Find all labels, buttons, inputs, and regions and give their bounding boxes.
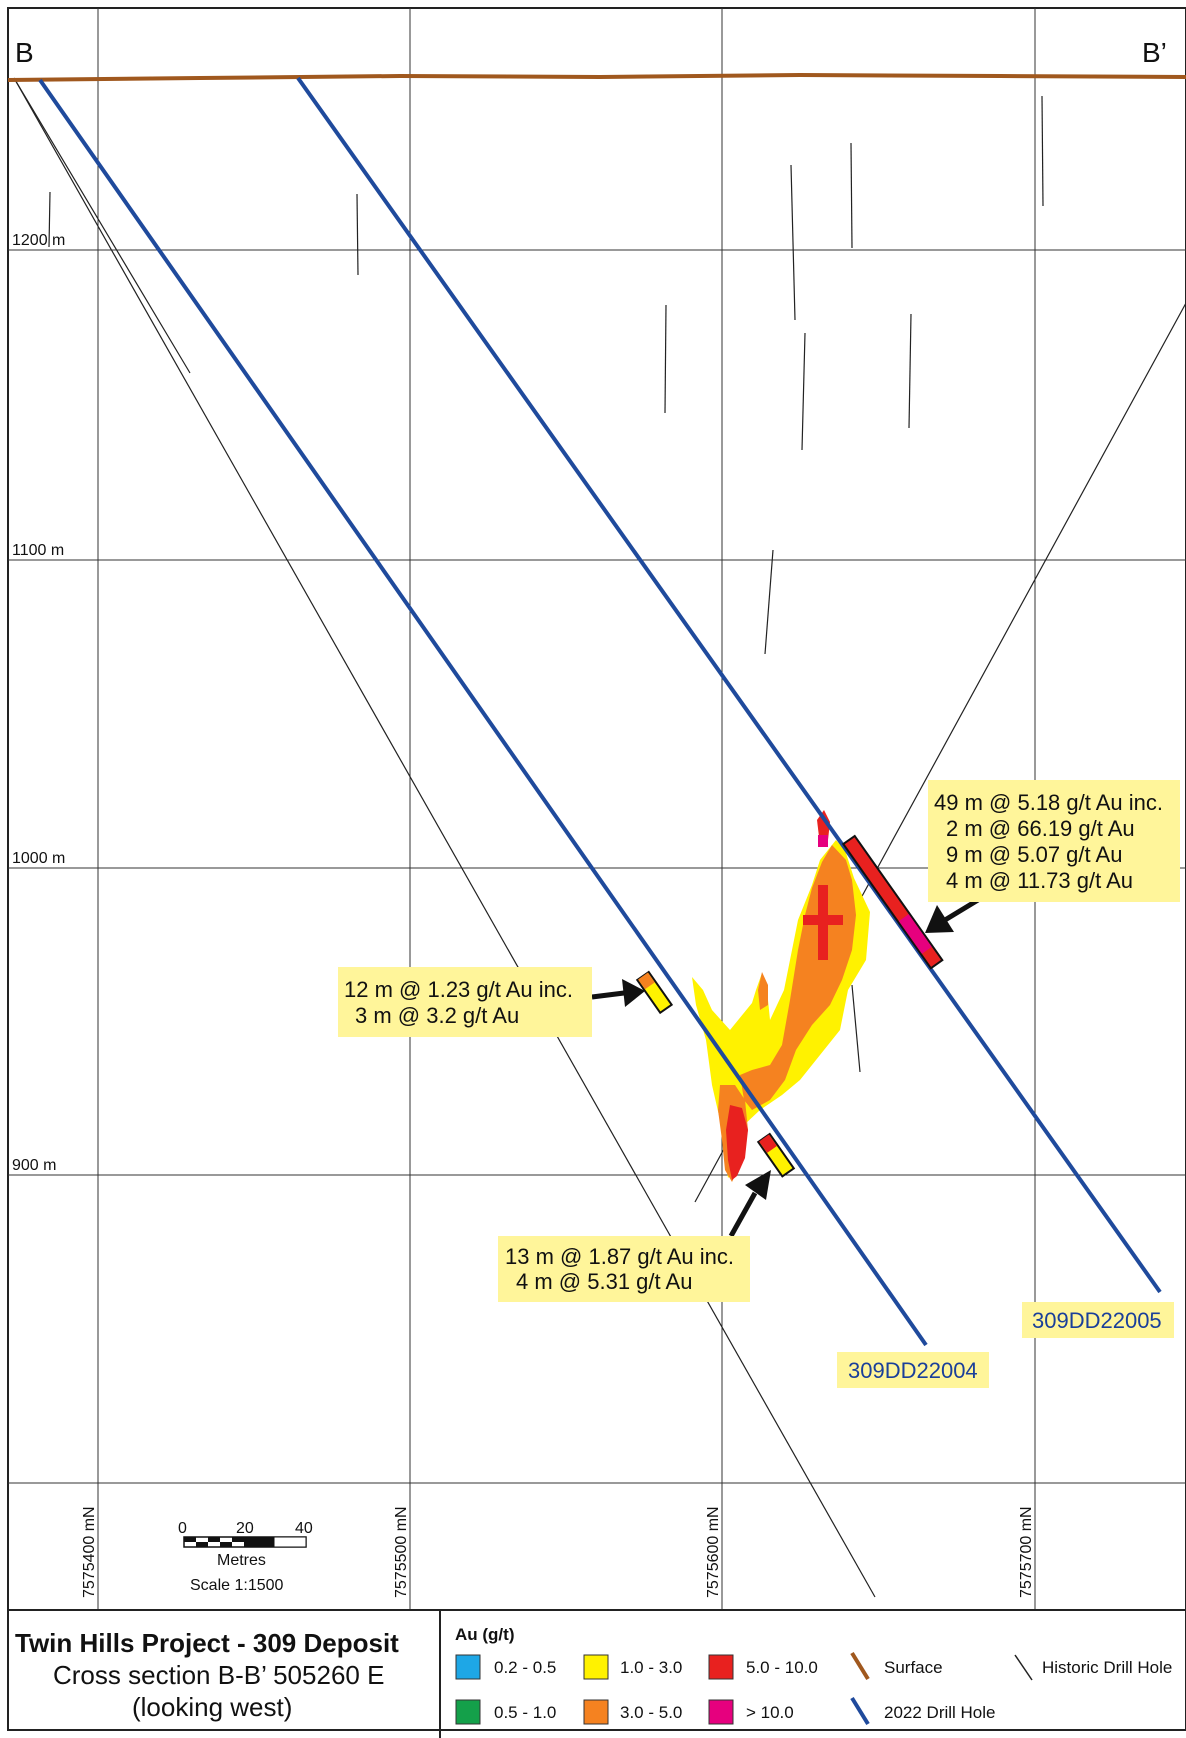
grade-zone-3-5 [758, 972, 768, 1010]
elevation-label-1200: 1200 m [12, 232, 65, 249]
callout-line: 9 m @ 5.07 g/t Au [946, 842, 1122, 867]
historic-drill-hole [850, 142, 853, 249]
callout-lower: 13 m @ 1.87 g/t Au inc. 4 m @ 5.31 g/t A… [498, 1236, 750, 1302]
drill-hole-label-box [1022, 1302, 1174, 1338]
arrow-lower [728, 1191, 758, 1238]
grid [8, 8, 1186, 1610]
drill-hole-309DD22004 [38, 78, 928, 1347]
callout-arrows [591, 897, 980, 1238]
legend-historic-label: Historic Drill Hole [1042, 1658, 1172, 1677]
historic-drill-hole [48, 191, 51, 248]
historic-drill-hole [908, 313, 912, 429]
drill-hole-label-309DD22005: 309DD22005 [1032, 1308, 1162, 1333]
legend-historic-symbol [1014, 1654, 1033, 1681]
callout-line: 3 m @ 3.2 g/t Au [355, 1003, 519, 1028]
legend-label: 5.0 - 10.0 [746, 1658, 818, 1677]
legend-swatch-0.5-1.0 [455, 1699, 481, 1725]
historic-drill-hole [790, 164, 796, 321]
section-end-right: B’ [1142, 37, 1167, 68]
elevation-label-900: 900 m [12, 1157, 56, 1174]
callout-box [498, 1236, 750, 1302]
mineralization-zone [692, 810, 870, 1182]
scale-tick-0: 0 [178, 1520, 187, 1537]
legend-label: 1.0 - 3.0 [620, 1658, 682, 1677]
drill-hole-label-box [837, 1352, 989, 1388]
elevation-label-1000: 1000 m [12, 850, 65, 867]
arrow-upper [943, 897, 980, 923]
historic-drill-hole [801, 332, 806, 451]
legend-drill-2022-symbol [850, 1696, 870, 1726]
callout-line: 13 m @ 1.87 g/t Au inc. [505, 1244, 734, 1269]
callout-line: 12 m @ 1.23 g/t Au inc. [344, 977, 573, 1002]
legend-label: > 10.0 [746, 1703, 794, 1722]
intercept-bar-lower [756, 1132, 796, 1178]
callout-line: 4 m @ 5.31 g/t Au [516, 1269, 692, 1294]
section-end-left: B [15, 37, 34, 68]
grade-zone-5-10 [803, 915, 843, 925]
historic-drill-hole [764, 549, 774, 655]
legend-swatch-0.2-0.5 [455, 1654, 481, 1680]
title-block: Twin Hills Project - 309 Deposit Cross s… [8, 1609, 1186, 1738]
callout-line: 4 m @ 11.73 g/t Au [946, 868, 1133, 893]
callout-line: 49 m @ 5.18 g/t Au inc. [934, 790, 1163, 815]
legend-label: 0.5 - 1.0 [494, 1703, 556, 1722]
intercept-bar-middle [635, 970, 674, 1015]
grade-zone-5-10 [726, 1105, 748, 1180]
title-view: (looking west) [132, 1692, 292, 1722]
historic-drill-hole [356, 193, 359, 276]
scale-bar: 0 20 40 Metres Scale 1:1500 [178, 1520, 313, 1594]
legend-surface-symbol [850, 1651, 870, 1681]
historic-drill-hole [851, 984, 861, 1073]
legend-swatch-3.0-5.0 [583, 1699, 609, 1725]
arrow-middle [591, 990, 625, 1000]
historic-drill-hole [13, 77, 876, 1598]
drill-hole-label-309DD22004: 309DD22004 [848, 1358, 978, 1383]
legend-surface-label: Surface [884, 1658, 943, 1677]
legend-label: 3.0 - 5.0 [620, 1703, 682, 1722]
legend-swatch-1.0-3.0 [583, 1654, 609, 1680]
title-project: Twin Hills Project - 309 Deposit [15, 1628, 399, 1658]
legend-swatch-above-10 [708, 1699, 734, 1725]
intercept-bar-upper [841, 834, 944, 970]
scale-tick-20: 20 [236, 1520, 254, 1537]
legend-swatch-5.0-10.0 [708, 1654, 734, 1680]
legend-label: 0.2 - 0.5 [494, 1658, 556, 1677]
northing-label-7575700: 7575700 mN [1018, 1506, 1035, 1598]
map-frame [7, 7, 1186, 1731]
northing-label-7575600: 7575600 mN [705, 1506, 722, 1598]
historic-drill-hole [664, 304, 667, 414]
scale-unit: Metres [217, 1552, 266, 1569]
drill-hole-309DD22005 [296, 76, 1162, 1294]
scale-ratio: Scale 1:1500 [190, 1577, 284, 1594]
scale-tick-40: 40 [295, 1520, 313, 1537]
callout-box [338, 967, 592, 1037]
callout-middle: 12 m @ 1.23 g/t Au inc. 3 m @ 3.2 g/t Au [338, 967, 592, 1037]
title-section: Cross section B-B’ 505260 E [53, 1660, 384, 1690]
historic-drill-hole [1041, 95, 1044, 207]
elevation-label-1100: 1100 m [12, 542, 64, 559]
grade-zone-above-10 [818, 835, 828, 847]
northing-label-7575500: 7575500 mN [393, 1506, 410, 1598]
legend-drill-2022-label: 2022 Drill Hole [884, 1703, 996, 1722]
historic-drill-hole [13, 77, 191, 374]
callout-line: 2 m @ 66.19 g/t Au [946, 816, 1135, 841]
surface-line [7, 72, 1186, 82]
legend: Au (g/t) 0.2 - 0.5 1.0 - 3.0 5.0 - 10.0 … [455, 1625, 1172, 1726]
callout-upper: 49 m @ 5.18 g/t Au inc. 2 m @ 66.19 g/t … [928, 780, 1180, 902]
legend-title: Au (g/t) [455, 1625, 514, 1644]
northing-label-7575400: 7575400 mN [81, 1506, 98, 1598]
callout-box [928, 780, 1180, 902]
